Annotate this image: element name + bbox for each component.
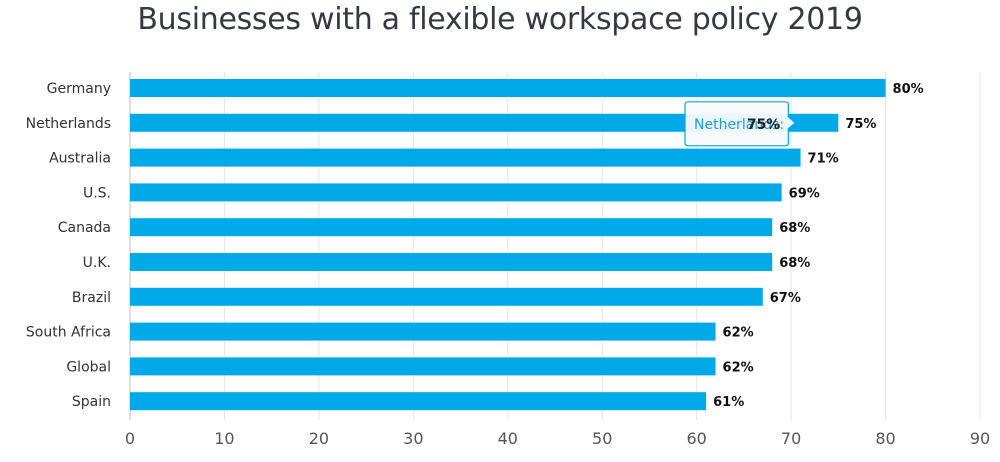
data-label: 67% xyxy=(770,291,801,306)
data-label: 62% xyxy=(723,360,754,375)
bar xyxy=(130,218,773,237)
category-label: Netherlands xyxy=(26,116,111,132)
category-label: Germany xyxy=(47,81,111,97)
x-tick-label: 80 xyxy=(875,429,895,448)
x-tick-label: 90 xyxy=(970,429,990,448)
bar xyxy=(130,79,886,97)
category-label: U.K. xyxy=(83,255,111,271)
data-label: 75% xyxy=(845,117,876,132)
category-label: U.S. xyxy=(83,185,111,201)
bar xyxy=(130,357,716,376)
x-tick-label: 30 xyxy=(403,429,423,448)
category-label: Global xyxy=(66,359,111,375)
data-label: 80% xyxy=(893,82,924,97)
data-label: 68% xyxy=(779,256,810,271)
chart-title: Businesses with a flexible workspace pol… xyxy=(137,2,863,37)
x-tick-label: 0 xyxy=(125,429,135,448)
category-label: Spain xyxy=(72,394,111,410)
bar xyxy=(130,183,782,202)
data-label: 61% xyxy=(713,395,744,410)
tooltip-background xyxy=(684,101,797,147)
tooltip-box: Netherlands:75% xyxy=(684,101,797,147)
x-tick-label: 20 xyxy=(309,429,329,448)
x-tick-label: 10 xyxy=(214,429,234,448)
category-label: Australia xyxy=(49,151,111,167)
data-labels: 80% 75% 71% 69% 68% 68% 67% 62% 62% 61% xyxy=(713,82,924,410)
x-tick-label: 50 xyxy=(592,429,612,448)
x-tick-label: 70 xyxy=(781,429,801,448)
tooltip-value: 75% xyxy=(747,117,781,133)
bar xyxy=(130,322,716,341)
category-label: Brazil xyxy=(72,290,111,306)
bar xyxy=(130,148,801,167)
category-labels: Germany Netherlands Australia U.S. Canada U.K… xyxy=(26,81,111,410)
category-label: Canada xyxy=(58,220,111,236)
category-label: South Africa xyxy=(26,325,111,341)
tooltip: Netherlands:75% xyxy=(684,101,797,147)
bars xyxy=(130,79,886,411)
data-label: 71% xyxy=(808,152,839,167)
data-label: 69% xyxy=(789,186,820,201)
bar xyxy=(130,287,763,306)
bar xyxy=(130,253,773,271)
tooltip-label: Netherlands: xyxy=(694,117,784,133)
data-label: 62% xyxy=(723,326,754,341)
data-label: 68% xyxy=(779,221,810,236)
bar xyxy=(130,392,707,411)
x-tick-label: 60 xyxy=(686,429,706,448)
x-tick-label: 40 xyxy=(498,429,518,448)
bar xyxy=(130,113,839,132)
x-axis-ticks: 0 10 20 30 40 50 60 70 80 90 xyxy=(125,429,990,448)
